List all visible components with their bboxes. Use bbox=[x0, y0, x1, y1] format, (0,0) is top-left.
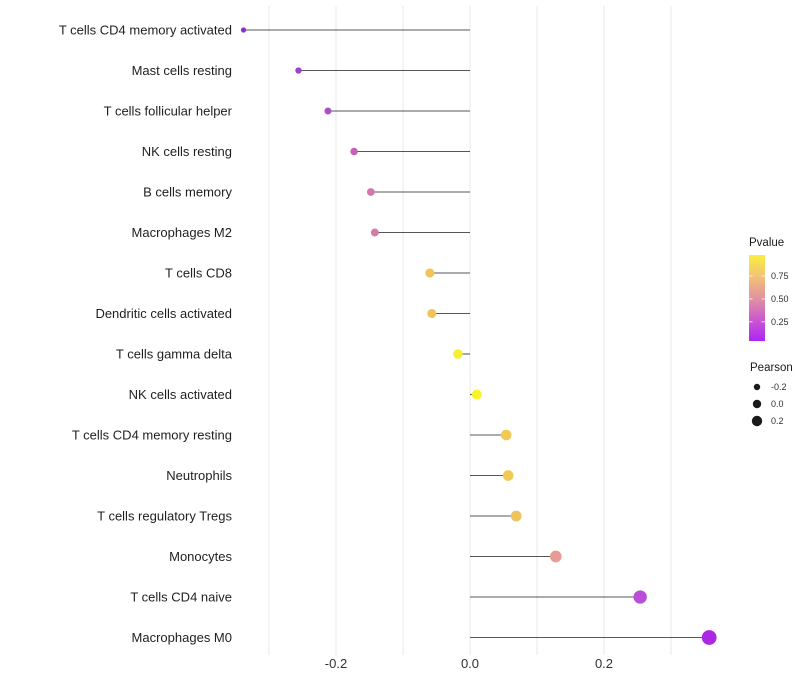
lollipop-row: Dendritic cells activated bbox=[95, 306, 470, 321]
lollipop-dot[interactable] bbox=[453, 349, 463, 359]
category-label: Dendritic cells activated bbox=[95, 306, 232, 321]
category-label: T cells CD8 bbox=[165, 266, 232, 281]
lollipop-dot[interactable] bbox=[366, 188, 375, 196]
lollipop-dot[interactable] bbox=[471, 389, 482, 400]
category-label: Monocytes bbox=[169, 549, 232, 564]
lollipop-dot[interactable] bbox=[240, 27, 247, 33]
lollipop-dot[interactable] bbox=[510, 510, 522, 522]
lollipop-dot[interactable] bbox=[370, 228, 379, 237]
pvalue-tick-label: 0.50 bbox=[771, 294, 789, 304]
category-label: T cells regulatory Tregs bbox=[97, 509, 232, 524]
pearson-legend-dot bbox=[753, 383, 761, 391]
category-label: NK cells activated bbox=[129, 387, 232, 402]
category-label: T cells gamma delta bbox=[116, 347, 233, 362]
category-label: Mast cells resting bbox=[132, 63, 232, 78]
category-label: T cells CD4 memory activated bbox=[59, 23, 232, 38]
lollipop-row: T cells CD4 memory resting bbox=[72, 428, 512, 443]
lollipop-dot[interactable] bbox=[502, 470, 514, 481]
lollipop-dot[interactable] bbox=[295, 67, 302, 74]
pvalue-legend-title: Pvalue bbox=[749, 237, 784, 249]
x-tick-label: -0.2 bbox=[325, 656, 347, 671]
pvalue-color-legend: Pvalue 0.75 0.50 0.25 bbox=[749, 237, 789, 341]
pvalue-colorbar bbox=[749, 255, 765, 341]
pearson-legend-dot bbox=[752, 399, 762, 409]
category-label: T cells CD4 naive bbox=[130, 590, 232, 605]
x-tick-label: 0.0 bbox=[461, 656, 479, 671]
category-label: Macrophages M2 bbox=[132, 225, 232, 240]
category-label: Macrophages M0 bbox=[132, 630, 232, 645]
lollipop-dot[interactable] bbox=[701, 630, 717, 645]
lollipop-dot[interactable] bbox=[500, 429, 512, 441]
x-axis-tick-labels: -0.2 0.0 0.2 bbox=[325, 656, 613, 671]
category-label: T cells CD4 memory resting bbox=[72, 428, 232, 443]
lollipop-row: T cells CD4 naive bbox=[130, 590, 647, 605]
lollipop-rows: T cells CD4 memory activated Mast cells r… bbox=[59, 23, 717, 645]
lollipop-row: Monocytes bbox=[169, 549, 562, 564]
category-label: B cells memory bbox=[143, 185, 232, 200]
lollipop-row: Macrophages M0 bbox=[132, 630, 717, 645]
category-label: T cells follicular helper bbox=[104, 104, 233, 119]
lollipop-dot[interactable] bbox=[427, 308, 437, 319]
lollipop-dot[interactable] bbox=[549, 550, 562, 563]
lollipop-row: NK cells activated bbox=[129, 387, 482, 402]
pearson-legend-title: Pearson bbox=[750, 362, 793, 374]
pvalue-tick-label: 0.25 bbox=[771, 317, 789, 327]
pvalue-tick-label: 0.75 bbox=[771, 271, 789, 281]
lollipop-row: Neutrophils bbox=[166, 468, 514, 483]
lollipop-row: T cells regulatory Tregs bbox=[97, 509, 522, 524]
pearson-legend-dot bbox=[751, 415, 763, 427]
pearson-legend-label: 0.2 bbox=[771, 416, 784, 426]
lollipop-row: Macrophages M2 bbox=[132, 225, 470, 240]
category-label: NK cells resting bbox=[142, 144, 232, 159]
lollipop-dot[interactable] bbox=[350, 147, 358, 156]
lollipop-row: T cells follicular helper bbox=[104, 104, 470, 119]
lollipop-dot[interactable] bbox=[425, 268, 435, 278]
lollipop-row: NK cells resting bbox=[142, 144, 470, 159]
x-tick-label: 0.2 bbox=[595, 656, 613, 671]
category-label: Neutrophils bbox=[166, 468, 232, 483]
lollipop-row: T cells CD8 bbox=[165, 266, 470, 281]
vertical-gridlines bbox=[268, 6, 672, 655]
lollipop-row: T cells CD4 memory activated bbox=[59, 23, 470, 38]
lollipop-dot[interactable] bbox=[633, 590, 647, 604]
pearson-size-legend: Pearson -0.2 0.0 0.2 bbox=[750, 362, 793, 427]
lollipop-row: B cells memory bbox=[143, 185, 470, 200]
lollipop-row: Mast cells resting bbox=[132, 63, 470, 78]
lollipop-row: T cells gamma delta bbox=[116, 347, 470, 362]
pearson-legend-label: 0.0 bbox=[771, 399, 784, 409]
lollipop-dot[interactable] bbox=[324, 107, 332, 115]
pearson-legend-label: -0.2 bbox=[771, 382, 787, 392]
